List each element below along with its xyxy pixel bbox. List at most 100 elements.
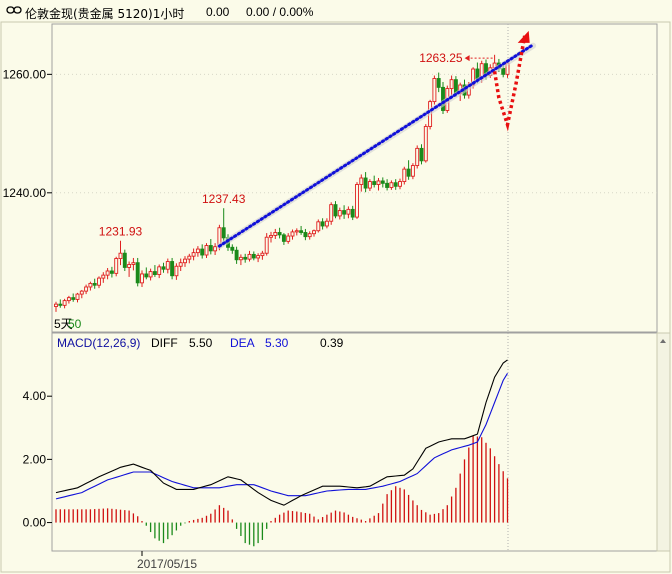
- candle-body: [208, 245, 213, 252]
- candle-body: [122, 252, 127, 268]
- candle: [398, 178, 402, 190]
- candle-body: [355, 184, 359, 218]
- macd-legend-diff-name: DIFF: [151, 336, 178, 350]
- candle-body: [436, 78, 441, 88]
- candle-body: [148, 271, 153, 278]
- link-icon[interactable]: [6, 4, 22, 19]
- candle-body: [299, 230, 304, 233]
- candle-body: [402, 168, 407, 183]
- candle: [200, 244, 205, 259]
- candle: [333, 201, 338, 219]
- candle: [75, 292, 80, 303]
- candle-body: [101, 274, 106, 279]
- candle: [419, 144, 424, 165]
- candle: [230, 244, 235, 254]
- candle: [380, 177, 385, 188]
- candle: [127, 261, 132, 277]
- candle: [208, 239, 213, 255]
- macd-legend-diff-value: 5.50: [189, 336, 213, 350]
- candle-body: [178, 262, 183, 267]
- candle: [316, 219, 321, 233]
- candle-body: [501, 67, 506, 75]
- candle-body: [58, 303, 63, 306]
- candle: [376, 178, 381, 191]
- candle: [432, 75, 437, 105]
- candle-body: [238, 256, 243, 261]
- candle-body: [260, 252, 265, 257]
- candle: [195, 246, 200, 257]
- ma-value: 50: [68, 317, 82, 331]
- candle: [277, 227, 282, 239]
- candle-body: [380, 180, 385, 184]
- candle: [144, 267, 149, 280]
- candle-body: [385, 182, 390, 188]
- candle-body: [376, 180, 381, 185]
- candle: [165, 258, 170, 274]
- candle: [92, 278, 97, 289]
- candle-body: [312, 230, 316, 235]
- candle-body: [135, 262, 140, 284]
- candle-body: [264, 236, 269, 254]
- candle-body: [62, 300, 67, 306]
- candle-body: [230, 246, 235, 251]
- candle-body: [54, 303, 58, 307]
- candle: [281, 233, 286, 245]
- change-value: 0.00: [206, 5, 230, 19]
- macd-diff-line: [55, 359, 508, 506]
- candle-body: [118, 252, 123, 260]
- candle: [415, 145, 420, 169]
- candle: [191, 248, 196, 261]
- candle-body: [333, 204, 338, 217]
- ma-label: 5天: [54, 317, 73, 331]
- candle: [359, 174, 364, 192]
- candle-body: [449, 79, 454, 90]
- candle-body: [204, 245, 209, 256]
- projection-path: [492, 35, 527, 132]
- candle-body: [294, 230, 299, 233]
- x-tick-label: 2017/05/15: [137, 557, 197, 571]
- candle-body: [92, 282, 97, 286]
- candle: [312, 229, 316, 237]
- candle-body: [105, 270, 110, 276]
- candle: [178, 258, 183, 271]
- price-annotation: 1263.25: [419, 51, 463, 65]
- candle: [324, 218, 329, 229]
- candle-body: [165, 261, 170, 270]
- candle: [299, 225, 304, 235]
- candle-body: [277, 232, 282, 236]
- candle-body: [393, 182, 398, 187]
- candle: [221, 208, 226, 242]
- candle: [183, 256, 187, 267]
- candle: [101, 272, 106, 283]
- candle: [367, 179, 372, 192]
- candle-body: [84, 286, 89, 292]
- candle: [406, 160, 411, 180]
- candle: [204, 243, 209, 258]
- candle: [337, 207, 342, 220]
- candle: [122, 249, 127, 271]
- candle-body: [363, 177, 368, 189]
- scrollbar[interactable]: [656, 332, 671, 552]
- price-annotation: 1237.43: [202, 192, 246, 206]
- candle: [385, 179, 390, 191]
- candle-body: [410, 165, 415, 177]
- candle-body: [195, 248, 200, 254]
- candle: [54, 301, 58, 312]
- price-tick-label: 1240.00: [3, 186, 47, 200]
- candle: [410, 163, 415, 180]
- candle: [131, 257, 136, 271]
- macd-dea-line: [55, 373, 508, 500]
- candle: [389, 180, 394, 190]
- price-annotation: 1231.93: [99, 225, 143, 239]
- candle-body: [372, 181, 377, 185]
- candle-body: [398, 181, 402, 187]
- candle: [363, 172, 368, 193]
- candle: [170, 257, 175, 280]
- macd-legend-macd-value: 0.39: [320, 336, 344, 350]
- candle: [342, 205, 347, 219]
- candle: [320, 218, 325, 230]
- macd-tick-label: 2.00: [23, 452, 47, 466]
- scroll-up-icon[interactable]: [660, 339, 666, 343]
- candle-body: [419, 147, 424, 162]
